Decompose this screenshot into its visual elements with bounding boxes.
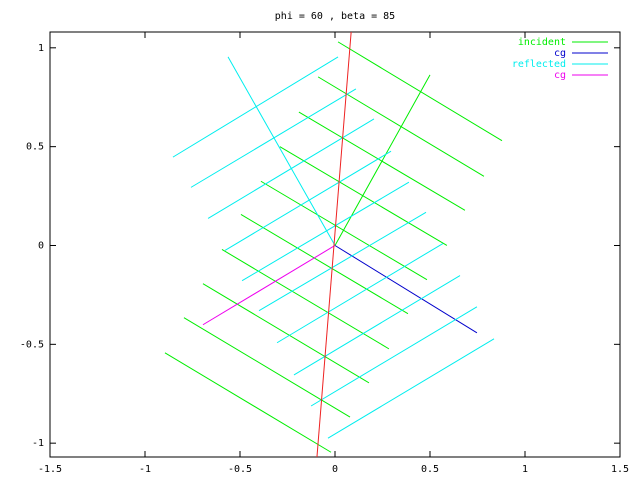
legend-label: cg (554, 48, 566, 59)
x-tick-label: -1 (139, 464, 151, 475)
y-tick-label: 0 (38, 240, 44, 251)
plot-area (164, 32, 503, 457)
x-tick-label: -1.5 (38, 464, 62, 475)
legend-label: reflected (512, 59, 566, 70)
x-tick-label: -0.5 (228, 464, 252, 475)
y-tick-label: -0.5 (20, 339, 44, 350)
y-tick-label: 1 (38, 43, 44, 54)
series-line (316, 32, 352, 457)
series-line (202, 245, 336, 326)
series-line (164, 41, 503, 453)
x-tick-label: 1 (522, 464, 528, 475)
y-tick-label: -1 (32, 438, 44, 449)
y-tick-label: 0.5 (26, 142, 44, 153)
chart-title: phi = 60 , beta = 85 (275, 11, 395, 22)
x-tick-label: 0 (332, 464, 338, 475)
legend-label: cg (554, 70, 566, 81)
legend-label: incident (518, 37, 566, 48)
x-tick-label: 0.5 (421, 464, 439, 475)
series-line (172, 56, 495, 439)
x-tick-label: 1.5 (611, 464, 629, 475)
series-line (334, 245, 478, 334)
